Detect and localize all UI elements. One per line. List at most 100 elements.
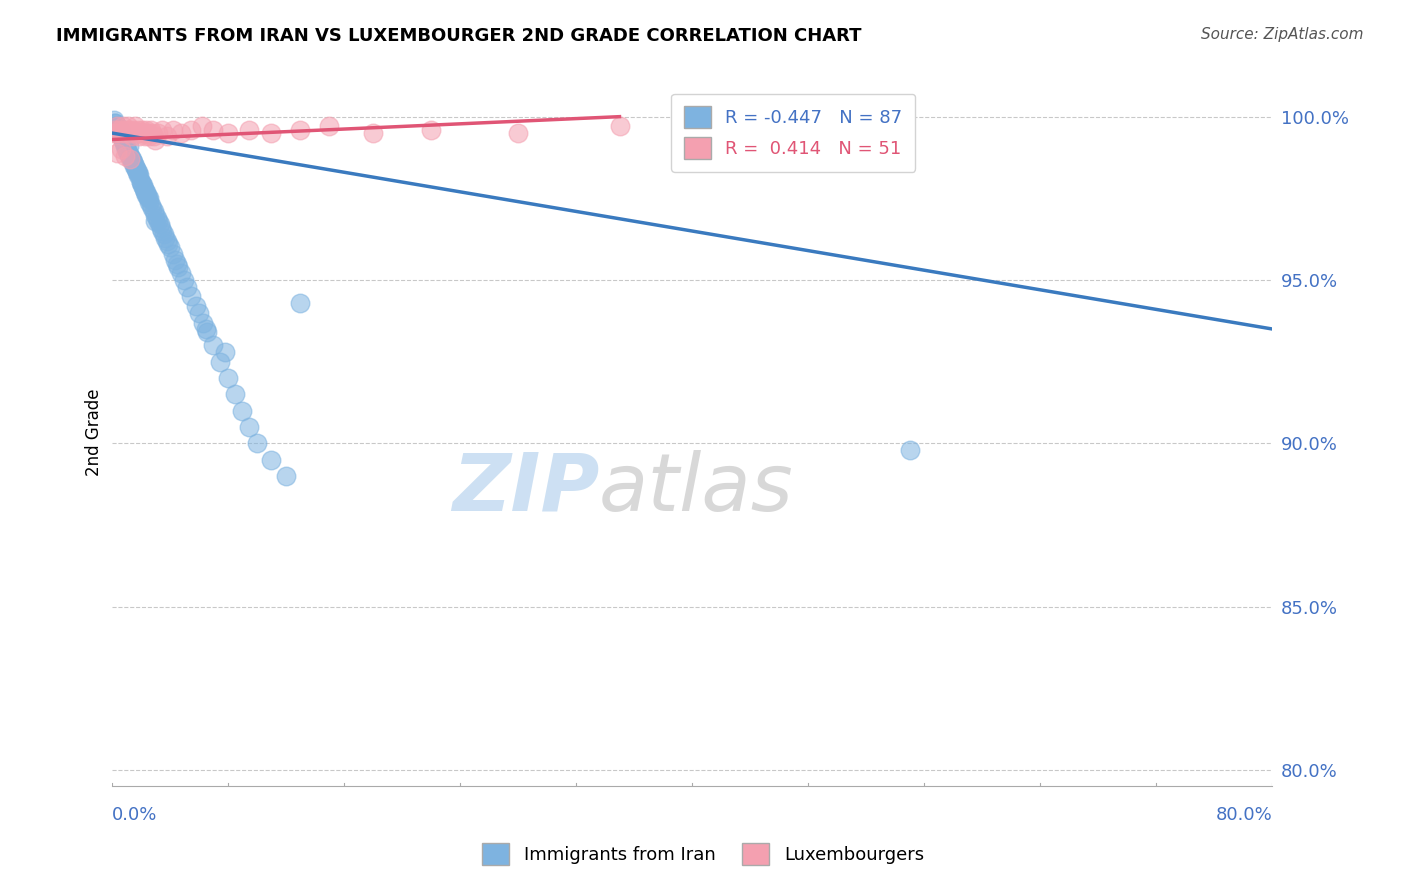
Point: [127, 169, 149, 183]
Point: [115, 122, 138, 136]
Point: [156, 234, 179, 248]
Point: [138, 129, 160, 144]
Point: [135, 188, 157, 202]
Point: [143, 214, 166, 228]
Point: [231, 403, 253, 417]
Point: [153, 227, 176, 242]
Point: [152, 224, 174, 238]
Point: [146, 214, 169, 228]
Point: [108, 126, 131, 140]
Point: [131, 178, 153, 193]
Text: 80.0%: 80.0%: [1216, 806, 1272, 824]
Point: [274, 469, 297, 483]
Point: [132, 178, 155, 193]
Point: [110, 129, 132, 144]
Point: [124, 161, 146, 176]
Point: [117, 145, 139, 160]
Point: [117, 120, 139, 134]
Point: [609, 120, 631, 134]
Point: [101, 126, 124, 140]
Point: [167, 260, 190, 274]
Point: [103, 112, 125, 127]
Point: [224, 387, 246, 401]
Legend: R = -0.447   N = 87, R =  0.414   N = 51: R = -0.447 N = 87, R = 0.414 N = 51: [671, 94, 915, 172]
Point: [143, 208, 166, 222]
Point: [139, 198, 162, 212]
Point: [260, 126, 283, 140]
Point: [120, 149, 142, 163]
Point: [217, 126, 239, 140]
Point: [136, 188, 159, 202]
Point: [132, 181, 155, 195]
Point: [419, 122, 441, 136]
Point: [142, 204, 165, 219]
Point: [124, 120, 146, 134]
Point: [132, 126, 155, 140]
Point: [191, 316, 214, 330]
Point: [103, 122, 125, 136]
Point: [110, 142, 132, 156]
Text: atlas: atlas: [599, 450, 794, 528]
Point: [121, 155, 143, 169]
Point: [141, 201, 163, 215]
Point: [136, 126, 159, 140]
Point: [125, 161, 148, 176]
Point: [184, 299, 207, 313]
Point: [142, 129, 165, 144]
Point: [260, 452, 283, 467]
Point: [111, 129, 134, 144]
Point: [159, 240, 181, 254]
Point: [122, 155, 145, 169]
Point: [170, 267, 193, 281]
Legend: Immigrants from Iran, Luxembourgers: Immigrants from Iran, Luxembourgers: [472, 834, 934, 874]
Point: [138, 194, 160, 209]
Point: [135, 122, 157, 136]
Point: [202, 122, 225, 136]
Point: [112, 120, 135, 134]
Point: [361, 126, 384, 140]
Point: [214, 345, 236, 359]
Point: [190, 120, 212, 134]
Point: [152, 122, 174, 136]
Point: [110, 126, 132, 140]
Point: [114, 139, 136, 153]
Point: [118, 152, 141, 166]
Point: [209, 355, 232, 369]
Point: [180, 122, 202, 136]
Point: [114, 136, 136, 150]
Point: [141, 126, 163, 140]
Point: [157, 237, 180, 252]
Point: [129, 126, 152, 140]
Point: [197, 326, 219, 340]
Point: [898, 442, 921, 457]
Point: [122, 159, 145, 173]
Point: [138, 191, 160, 205]
Point: [506, 126, 529, 140]
Point: [114, 149, 136, 163]
Point: [134, 181, 156, 195]
Point: [290, 296, 312, 310]
Point: [166, 257, 188, 271]
Point: [112, 132, 135, 146]
Point: [135, 185, 157, 199]
Point: [107, 120, 129, 134]
Point: [246, 436, 269, 450]
Point: [104, 126, 127, 140]
Point: [112, 136, 135, 150]
Point: [129, 175, 152, 189]
Point: [107, 120, 129, 134]
Point: [148, 218, 170, 232]
Point: [238, 420, 260, 434]
Point: [162, 247, 184, 261]
Point: [127, 165, 149, 179]
Point: [104, 122, 127, 136]
Point: [202, 338, 225, 352]
Point: [149, 220, 172, 235]
Point: [134, 185, 156, 199]
Point: [111, 122, 134, 136]
Point: [124, 159, 146, 173]
Point: [165, 253, 187, 268]
Point: [115, 142, 138, 156]
Point: [108, 126, 131, 140]
Point: [155, 230, 177, 244]
